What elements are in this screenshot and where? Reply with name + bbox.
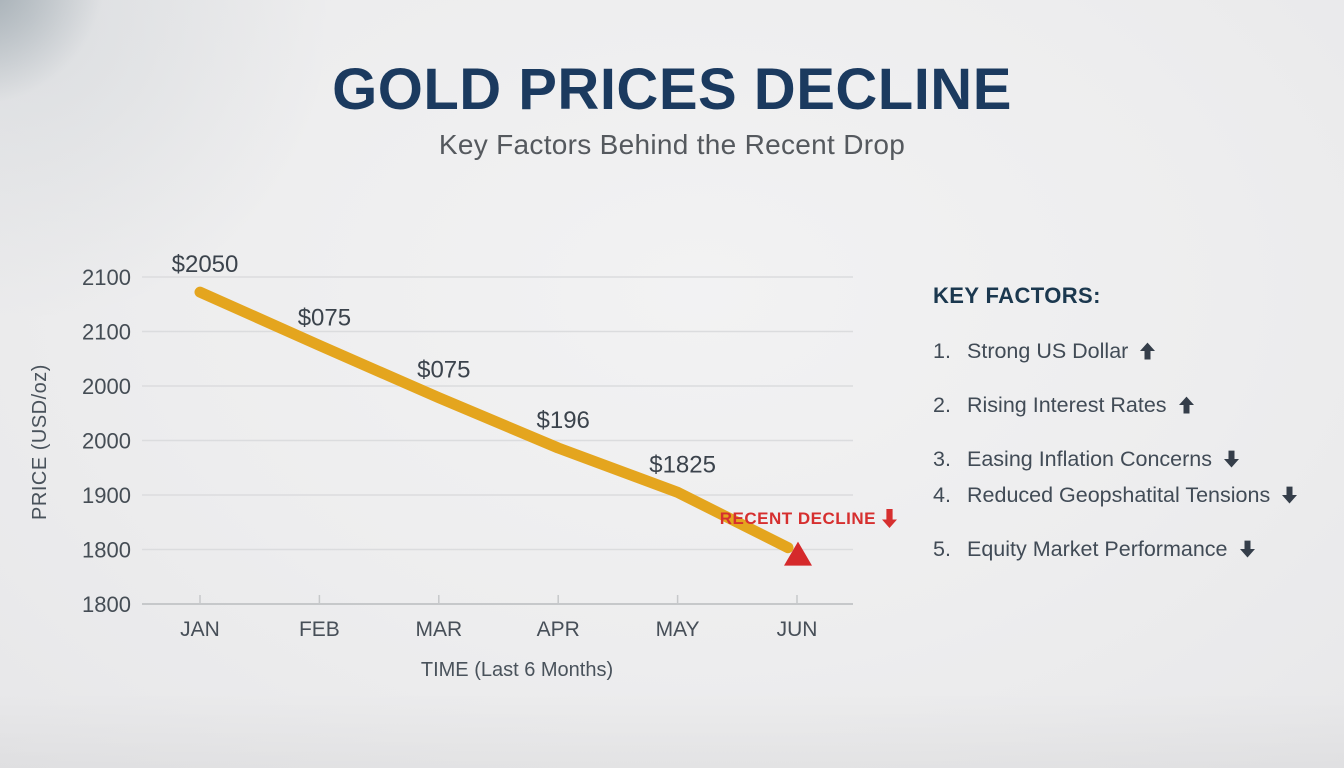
x-tick-label: JUN xyxy=(777,618,818,641)
page-subtitle: Key Factors Behind the Recent Drop xyxy=(438,128,906,160)
key-factor-item: 2. Rising Interest Rates xyxy=(933,389,1333,421)
y-tick-label: 1800 xyxy=(82,538,131,563)
key-factors-heading: KEY FACTORS: xyxy=(933,283,1101,308)
y-tick-label: 1800 xyxy=(82,592,131,617)
trend-down-icon xyxy=(1239,540,1255,558)
y-tick-label: 1900 xyxy=(82,483,131,508)
decline-arrowhead xyxy=(784,541,812,566)
trend-down-icon xyxy=(1282,486,1298,504)
y-tick-label: 2000 xyxy=(82,374,131,399)
key-factor-item: 1. Strong US Dollar xyxy=(933,335,1333,367)
x-tick-label: APR xyxy=(537,618,580,641)
point-label: $075 xyxy=(417,357,470,384)
item-text: Easing Inflation Concerns xyxy=(967,446,1213,471)
item-number: 1. xyxy=(933,338,951,363)
y-tick-label: 2000 xyxy=(82,429,131,454)
recent-decline-label: RECENT DECLINE xyxy=(720,509,876,528)
x-tick-label: FEB xyxy=(299,618,340,641)
key-factor-item: 4. Reduced Geopshatital Tensions xyxy=(933,479,1333,511)
item-number: 3. xyxy=(933,446,951,471)
header: GOLD PRICES DECLINE Key Factors Behind t… xyxy=(0,57,1344,161)
y-tick-label: 2100 xyxy=(82,320,131,345)
x-tick-label: MAR xyxy=(415,618,462,641)
key-factors-list: 1. Strong US Dollar 2. Rising Interest R… xyxy=(933,335,1333,565)
y-tick-label: 2100 xyxy=(82,265,131,290)
item-number: 5. xyxy=(933,536,951,561)
item-text: Reduced Geopshatital Tensions xyxy=(967,482,1271,507)
item-text: Equity Market Performance xyxy=(967,536,1228,561)
point-label: $2050 xyxy=(172,251,239,278)
y-axis-title: PRICE (USD/oz) xyxy=(29,364,51,520)
trend-up-icon xyxy=(1140,342,1156,360)
key-factors-panel: KEY FACTORS: 1. Strong US Dollar 2. Risi… xyxy=(933,283,1333,565)
point-label: $075 xyxy=(298,304,351,331)
x-tick-label: JAN xyxy=(180,618,220,641)
point-label: $196 xyxy=(537,407,590,434)
key-factor-item: 3. Easing Inflation Concerns xyxy=(933,443,1333,475)
point-label: $1825 xyxy=(649,451,716,478)
item-text: Rising Interest Rates xyxy=(967,392,1167,417)
item-text: Strong US Dollar xyxy=(967,338,1129,363)
recent-decline-arrow-icon xyxy=(882,509,897,528)
x-axis-title: TIME (Last 6 Months) xyxy=(421,659,613,681)
trend-down-icon xyxy=(1224,450,1240,468)
key-factor-item: 5. Equity Market Performance xyxy=(933,533,1333,565)
x-tick-label: MAY xyxy=(656,618,700,641)
trend-up-icon xyxy=(1178,396,1194,414)
page-title: GOLD PRICES DECLINE xyxy=(332,57,1012,122)
item-number: 2. xyxy=(933,392,951,417)
price-line xyxy=(194,286,794,554)
item-number: 4. xyxy=(933,482,951,507)
